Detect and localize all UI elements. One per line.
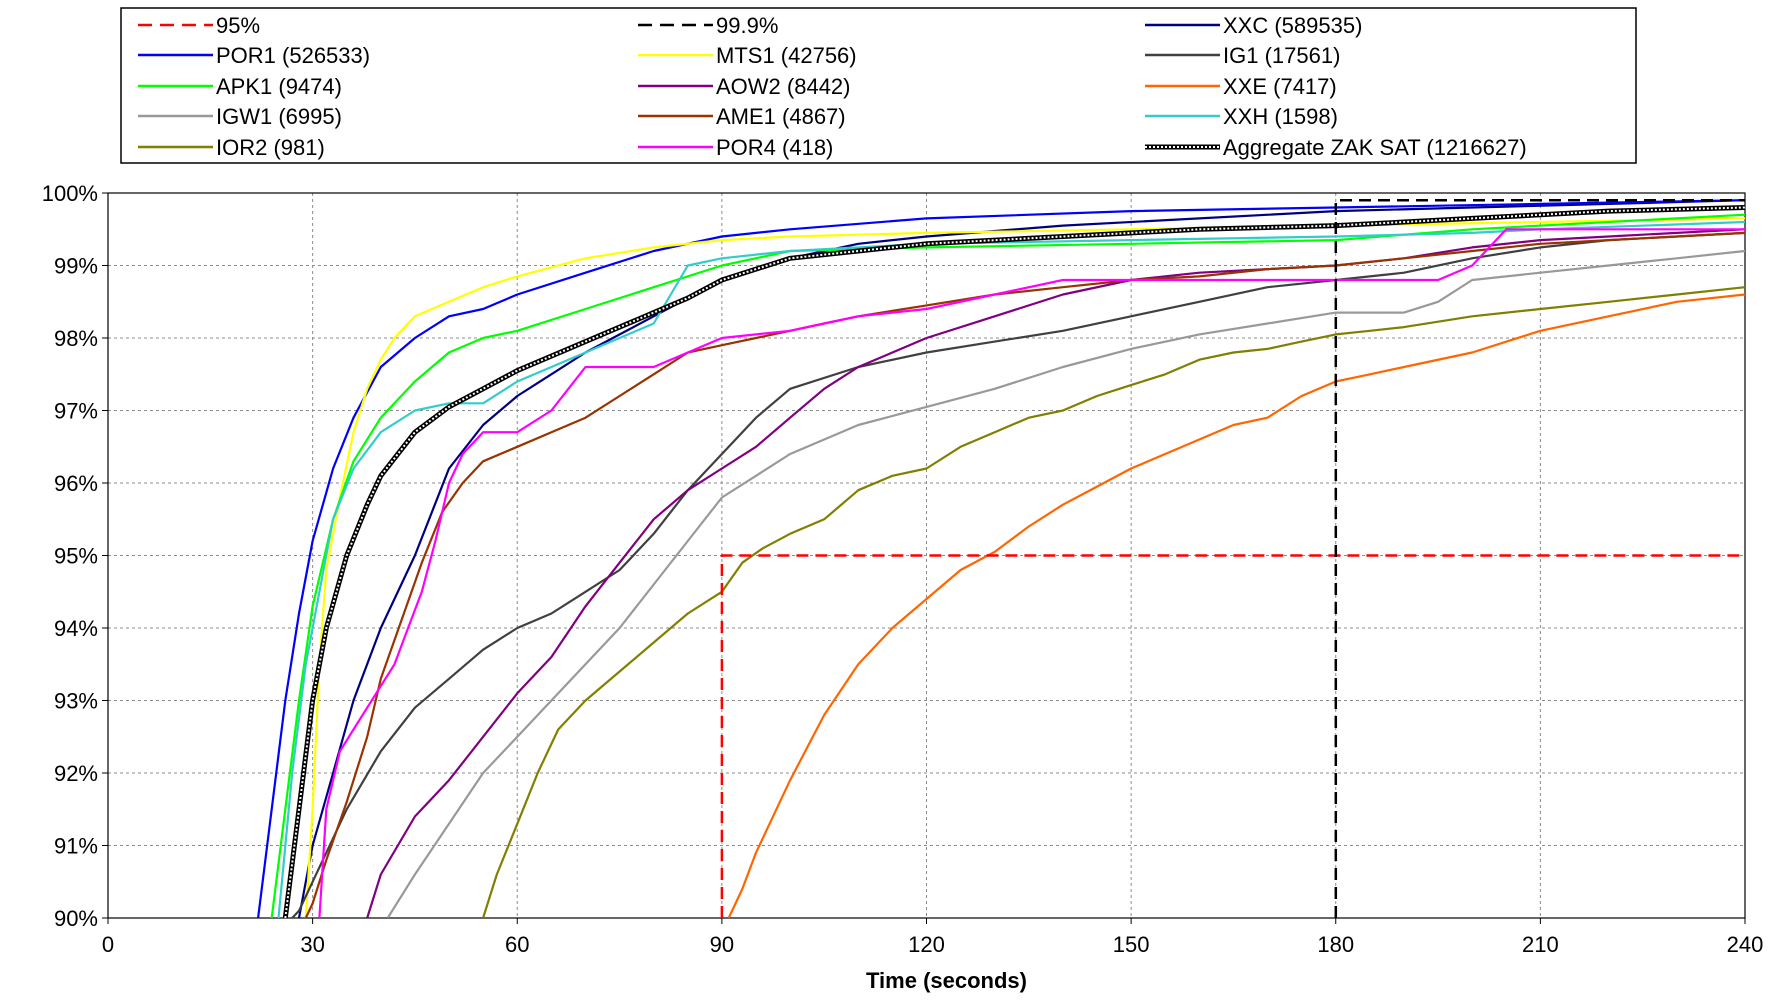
legend-box — [120, 7, 1637, 164]
legend-label: POR1 (526533) — [216, 43, 370, 68]
series-group — [257, 198, 1746, 918]
y-tick-label: 95% — [54, 544, 98, 569]
legend-entry: Aggregate ZAK SAT (1216627) — [1145, 135, 1527, 160]
legend-entry: XXH (1598) — [1145, 104, 1338, 129]
series-line-xxc-589535 — [297, 199, 1746, 918]
series-line-igw1-6995 — [386, 249, 1746, 918]
y-tick-label: 92% — [54, 761, 98, 786]
x-tick-label: 30 — [300, 932, 324, 957]
legend-entry: IOR2 (981) — [138, 135, 325, 160]
legend-label: AME1 (4867) — [716, 104, 846, 129]
y-tick-label: 98% — [54, 326, 98, 351]
series-line-ig1-17561 — [291, 231, 1746, 918]
legend-label: MTS1 (42756) — [716, 43, 857, 68]
legend-entry: POR1 (526533) — [138, 43, 370, 68]
series-line-xxh-1598 — [277, 220, 1746, 918]
series-line-ame1-4867 — [304, 231, 1746, 918]
x-tick-label: 0 — [102, 932, 114, 957]
legend-label: AOW2 (8442) — [716, 74, 851, 99]
legend-label: XXE (7417) — [1223, 74, 1337, 99]
legend-label: 95% — [216, 13, 260, 38]
legend-label: XXH (1598) — [1223, 104, 1338, 129]
legend-label: IGW1 (6995) — [216, 104, 342, 129]
legend-entry: IG1 (17561) — [1145, 43, 1340, 68]
legend-label: APK1 (9474) — [216, 74, 342, 99]
series-line-95 — [720, 554, 1745, 918]
legend-entry: 95% — [138, 13, 260, 38]
y-tick-label: 94% — [54, 616, 98, 641]
legend-entry: POR4 (418) — [638, 135, 833, 160]
legend-entry: AOW2 (8442) — [638, 74, 851, 99]
x-tick-label: 180 — [1317, 932, 1354, 957]
series-line-por1-526533 — [257, 199, 1746, 918]
plot-frame — [107, 192, 1746, 919]
series-line-mts1-42756 — [304, 217, 1746, 918]
series-line-99-9 — [1334, 198, 1745, 918]
legend-entry: APK1 (9474) — [138, 74, 342, 99]
legend-entry: 99.9% — [638, 13, 778, 38]
legend-label: IOR2 (981) — [216, 135, 325, 160]
series-line-aggregate-zak-sat-1216627 — [284, 206, 1746, 918]
y-tick-label: 99% — [54, 254, 98, 279]
y-tick-label: 90% — [54, 906, 98, 931]
y-tick-label: 96% — [54, 471, 98, 496]
legend-label: Aggregate ZAK SAT (1216627) — [1223, 135, 1527, 160]
legend-label: IG1 (17561) — [1223, 43, 1340, 68]
x-tick-label: 90 — [710, 932, 734, 957]
series-line-xxe-7417 — [727, 293, 1746, 918]
legend: 95% 99.9% XXC (589535) POR1 (526533) MTS1 (4… — [120, 7, 1637, 164]
legend-entry: AME1 (4867) — [638, 104, 846, 129]
x-axis-title: Time (seconds) — [866, 968, 1027, 993]
x-tick-label: 150 — [1113, 932, 1150, 957]
plot-area: 90% 91% 92% 93% 94% 95% 96% 97% 98% 99% 100% 0 30 60 9… — [42, 181, 1764, 993]
legend-entry: XXC (589535) — [1145, 13, 1362, 38]
series-line-ior2-981 — [482, 286, 1746, 918]
x-tick-label: 120 — [908, 932, 945, 957]
x-tick-label: 240 — [1727, 932, 1764, 957]
series-line-apk1-9474 — [270, 213, 1746, 918]
y-tick-label: 91% — [54, 834, 98, 859]
legend-entry: MTS1 (42756) — [638, 43, 857, 68]
x-tick-label: 210 — [1522, 932, 1559, 957]
y-tick-label: 97% — [54, 399, 98, 424]
y-tick-label: 100% — [42, 181, 98, 206]
legend-label: 99.9% — [716, 13, 778, 38]
legend-label: XXC (589535) — [1223, 13, 1362, 38]
legend-entry: XXE (7417) — [1145, 74, 1337, 99]
legend-label: POR4 (418) — [716, 135, 833, 160]
x-tick-label: 60 — [505, 932, 529, 957]
series-line-por4-418 — [318, 228, 1745, 918]
y-tick-label: 93% — [54, 689, 98, 714]
legend-entry: IGW1 (6995) — [138, 104, 342, 129]
